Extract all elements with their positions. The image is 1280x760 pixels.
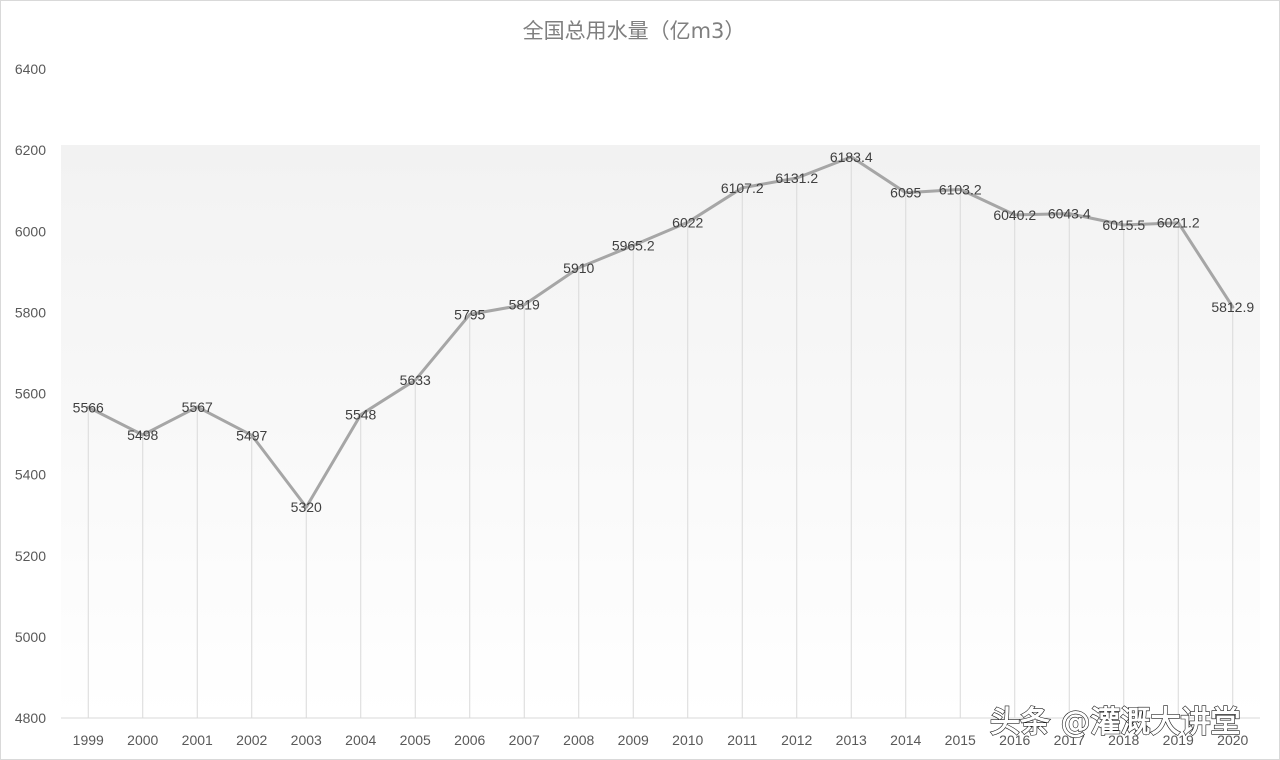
y-tick-label: 5200	[15, 548, 46, 564]
chart-title: 全国总用水量（亿m3）	[523, 19, 746, 43]
y-tick-label: 5800	[15, 304, 46, 320]
data-label: 5910	[563, 260, 594, 276]
data-label: 5548	[345, 407, 376, 423]
x-tick-label: 2017	[1054, 732, 1085, 748]
data-label: 6131.2	[775, 170, 818, 186]
plot-area-background	[61, 145, 1260, 718]
y-tick-label: 4800	[15, 710, 46, 726]
data-label: 5819	[509, 297, 540, 313]
x-tick-label: 2009	[618, 732, 649, 748]
data-label: 6040.2	[993, 207, 1036, 223]
x-tick-label: 2005	[400, 732, 431, 748]
data-label: 6043.4	[1048, 206, 1091, 222]
data-label: 5566	[73, 399, 104, 415]
data-label: 5812.9	[1211, 299, 1254, 315]
x-tick-label: 2001	[182, 732, 213, 748]
y-tick-label: 5600	[15, 386, 46, 402]
x-tick-label: 2015	[945, 732, 976, 748]
watermark: 头条 @灌溉大讲堂	[990, 705, 1240, 740]
y-tick-label: 6200	[15, 142, 46, 158]
drop-lines	[87, 156, 1234, 718]
data-label: 6095	[890, 185, 921, 201]
data-label: 6103.2	[939, 181, 982, 197]
y-axis: 4800 5000 5200 5400 5600 5800 6000 6200 6400	[15, 61, 46, 726]
data-label: 6015.5	[1102, 217, 1145, 233]
y-tick-label: 6400	[15, 61, 46, 77]
y-tick-label: 5400	[15, 467, 46, 483]
y-tick-label: 5000	[15, 629, 46, 645]
x-tick-label: 2000	[127, 732, 158, 748]
data-label: 5497	[236, 427, 267, 443]
y-tick-label: 6000	[15, 223, 46, 239]
x-tick-label: 2018	[1108, 732, 1139, 748]
data-label: 6021.2	[1157, 215, 1200, 231]
data-label: 5320	[291, 499, 322, 515]
series-line	[86, 155, 1235, 509]
x-tick-label: 2002	[236, 732, 267, 748]
x-tick-label: 2014	[890, 732, 921, 748]
x-tick-label: 2013	[836, 732, 867, 748]
data-label: 6107.2	[721, 180, 764, 196]
x-tick-label: 2006	[454, 732, 485, 748]
x-tick-label: 2007	[509, 732, 540, 748]
x-tick-label: 2008	[563, 732, 594, 748]
x-tick-label: 2019	[1163, 732, 1194, 748]
x-tick-label: 2016	[999, 732, 1030, 748]
data-label: 5795	[454, 306, 485, 322]
x-tick-label: 2012	[781, 732, 812, 748]
x-tick-label: 2011	[727, 732, 757, 748]
data-label: 5965.2	[612, 237, 655, 253]
x-tick-label: 2010	[672, 732, 703, 748]
data-label: 5633	[400, 372, 431, 388]
data-label: 5498	[127, 427, 158, 443]
data-labels: 5566 5498 5567 5497 5320 5548 5633 5795 5819 5910…	[73, 149, 1255, 515]
x-tick-label: 2004	[345, 732, 376, 748]
x-tick-label: 1999	[73, 732, 104, 748]
x-axis: 1999 2000 2001 2002 2003 2004 2005 2006 2007 2008…	[73, 732, 1249, 748]
data-label: 6183.4	[830, 149, 873, 165]
data-label: 6022	[672, 214, 703, 230]
data-label: 5567	[182, 399, 213, 415]
x-tick-label: 2020	[1217, 732, 1248, 748]
series-total-water-use	[86, 155, 1235, 509]
x-tick-label: 2003	[291, 732, 322, 748]
